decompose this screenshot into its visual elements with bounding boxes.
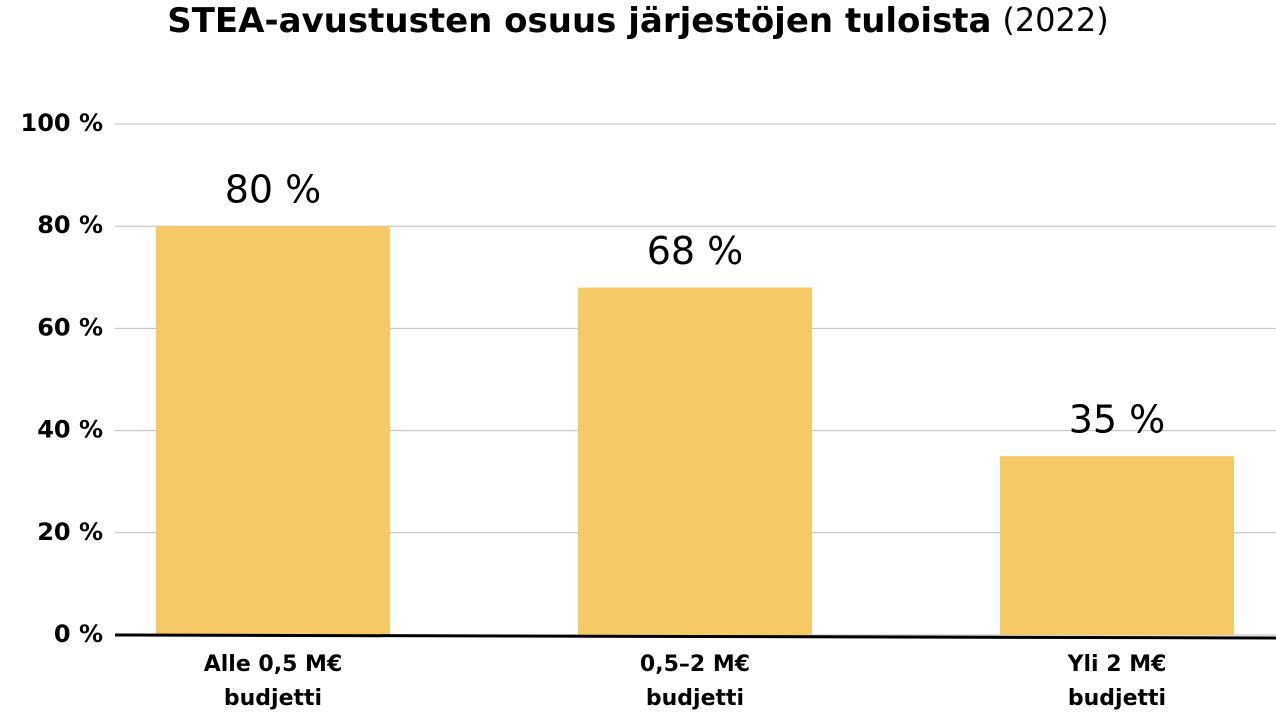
x-tick-label: Alle 0,5 M€ budjetti	[203, 652, 343, 711]
chart-subtitle: (2022)	[1002, 1, 1108, 39]
x-axis	[114, 633, 1276, 640]
bar	[1000, 456, 1234, 635]
y-tick-label: 80 %	[37, 211, 103, 239]
x-tick-label: Yli 2 M€ budjetti	[1067, 652, 1167, 711]
y-tick-label: 60 %	[37, 313, 103, 341]
y-tick-label: 40 %	[37, 416, 103, 444]
value-label: 80 %	[225, 168, 322, 212]
bar	[156, 226, 390, 635]
value-label: 68 %	[647, 229, 744, 273]
y-tick-label: 0 %	[54, 620, 103, 648]
y-tick-label: 100 %	[21, 109, 104, 137]
y-tick-label: 20 %	[37, 518, 103, 546]
x-tick-label: 0,5–2 M€ budjetti	[639, 652, 751, 711]
bar	[578, 287, 812, 635]
chart-title: STEA-avustusten osuus järjestöjen tulois…	[167, 1, 991, 41]
value-label: 35 %	[1069, 398, 1166, 442]
chart-title-group: STEA-avustusten osuus järjestöjen tulois…	[167, 1, 1108, 41]
